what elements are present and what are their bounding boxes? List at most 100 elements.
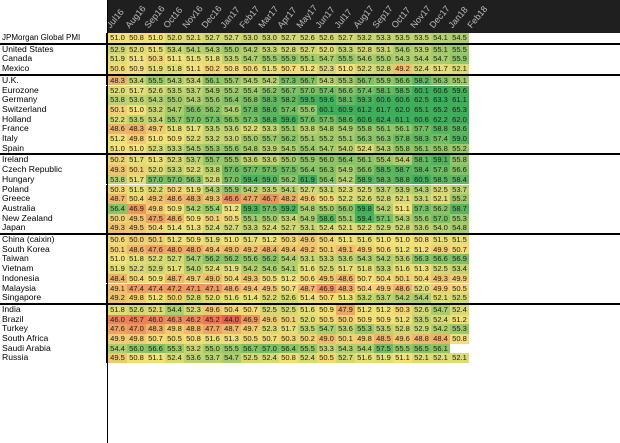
heatmap-cell: 51.1: [146, 353, 165, 364]
heatmap-cell: 50.5: [222, 213, 241, 224]
heatmap-cell: 58.5: [374, 165, 393, 175]
heatmap-cell: 60.6: [431, 85, 450, 96]
row-label: U.K.: [0, 75, 107, 86]
heatmap-cell: 55.5: [146, 75, 165, 86]
heatmap-cell: 53.1: [298, 254, 317, 265]
heatmap-cell: 52.9: [412, 324, 431, 334]
heatmap-cell: 48.6: [165, 194, 184, 204]
heatmap-cell: 49.2: [298, 244, 317, 255]
heatmap-cell: 52.0: [298, 314, 317, 325]
table-row: Canada 51.9 51.1 50.3 51.1 51.5 51.8 53.5 54.7 55…: [0, 54, 620, 65]
heatmap-cell: 54.7: [317, 143, 336, 154]
heatmap-cell: 57.5: [260, 203, 279, 214]
heatmap-cell: 51.0: [146, 33, 165, 43]
table-row: Russia 49.5 50.8 51.1 52.4 53.6 53.7 54.7 52.5 52…: [0, 353, 620, 364]
heatmap-cell: 57.5: [317, 114, 336, 125]
row-label: South Africa: [0, 334, 107, 344]
heatmap-cell: 51.2: [260, 235, 279, 245]
heatmap-cell: 52.7: [279, 33, 298, 43]
heatmap-cell: 48.7: [108, 194, 127, 204]
heatmap-cell: 50.6: [241, 64, 260, 74]
heatmap-cell: 50.9: [374, 314, 393, 325]
table-row: Ireland 50.2 51.7 51.3 52.3 53.7 55.7 55.5 53.6 5…: [0, 155, 620, 166]
heatmap-cell: 50.2: [165, 184, 184, 195]
heatmap-cell: 57.7: [241, 165, 260, 175]
row-label: Taiwan: [0, 254, 107, 265]
heatmap-cell: 52.8: [393, 324, 412, 334]
heatmap-cell: 52.3: [336, 184, 355, 195]
heatmap-cell: 53.5: [298, 324, 317, 334]
heatmap-cell: 48.4: [108, 273, 127, 284]
heatmap-cell: 56.2: [279, 174, 298, 185]
heatmap-cell: 54.4: [412, 54, 431, 65]
heatmap-cell: 50.8: [412, 235, 431, 245]
heatmap-cell: 50.7: [260, 334, 279, 344]
heatmap-cell: 52.2: [260, 293, 279, 303]
heatmap-cell: 53.5: [222, 54, 241, 65]
heatmap-cell: 53.3: [260, 44, 279, 55]
heatmap-cell: 48.3: [336, 283, 355, 294]
heatmap-cell: 52.7: [298, 184, 317, 195]
heatmap-cell: 56.3: [317, 165, 336, 175]
heatmap-cell: 52.2: [184, 165, 203, 175]
heatmap-cell: 57.5: [279, 165, 298, 175]
column-header-label: Jul16: [108, 7, 126, 31]
heatmap-cell: 48.4: [260, 244, 279, 255]
heatmap-cell: 58.2: [279, 95, 298, 105]
heatmap-cell: 52.2: [146, 254, 165, 265]
heatmap-cell: 50.4: [127, 273, 146, 284]
heatmap-cell: 50.9: [127, 64, 146, 74]
heatmap-cell: 57.5: [374, 343, 393, 354]
heatmap-cell: 54.4: [393, 155, 412, 166]
row-label: Hungary: [0, 174, 107, 185]
heatmap-cell: 50.5: [260, 273, 279, 284]
heatmap-cell: 54.8: [298, 203, 317, 214]
heatmap-cell: [469, 95, 488, 105]
heatmap-cell: 53.8: [108, 174, 127, 185]
row-label: Turkey: [0, 324, 107, 334]
heatmap-cell: 46.2: [184, 314, 203, 325]
heatmap-cell: 53.1: [317, 184, 336, 195]
heatmap-cell: 48.8: [184, 324, 203, 334]
heatmap-cell: 55.2: [450, 143, 469, 154]
heatmap-cell: [469, 213, 488, 224]
heatmap-cell: 53.6: [393, 254, 412, 265]
heatmap-cell: 51.9: [184, 184, 203, 195]
heatmap-cell: 52.1: [412, 353, 431, 364]
heatmap-cell: 50.9: [184, 235, 203, 245]
heatmap-cell: 58.2: [412, 75, 431, 86]
heatmap-cell: 48.3: [146, 324, 165, 334]
heatmap-cell: 54.3: [203, 44, 222, 55]
heatmap-cell: 48.3: [108, 75, 127, 86]
heatmap-cell: [469, 124, 488, 134]
heatmap-cell: 55.8: [393, 143, 412, 154]
heatmap-cell: 50.4: [355, 283, 374, 294]
heatmap-cell: 57.3: [241, 114, 260, 125]
heatmap-cell: 46.9: [127, 203, 146, 214]
heatmap-cell: 51.2: [374, 304, 393, 315]
heatmap-cell: 51.4: [241, 293, 260, 303]
heatmap-cell: 54.8: [241, 143, 260, 154]
heatmap-cell: 47.5: [146, 213, 165, 224]
heatmap-cell: 58.4: [450, 174, 469, 185]
heatmap-cell: 51.7: [241, 235, 260, 245]
heatmap-cell: 49.8: [127, 334, 146, 344]
heatmap-cell: 54.2: [374, 254, 393, 265]
table-row: Spain 51.0 51.0 52.3 53.3 54.5 55.3 55.6 54.8 53.…: [0, 143, 620, 154]
heatmap-cell: 54.8: [450, 223, 469, 233]
heatmap-cell: 47.7: [203, 324, 222, 334]
heatmap-cell: 50.5: [317, 194, 336, 204]
heatmap-cell: 54.7: [431, 54, 450, 65]
row-label: Russia: [0, 353, 107, 364]
heatmap-cell: 56.4: [222, 95, 241, 105]
heatmap-cell: 55.3: [450, 324, 469, 334]
heatmap-cell: 52.1: [450, 353, 469, 364]
heatmap-cell: 54.3: [393, 213, 412, 224]
heatmap-cell: 54.2: [393, 293, 412, 303]
heatmap-cell: 55.3: [336, 75, 355, 86]
heatmap-cell: 58.3: [412, 134, 431, 144]
heatmap-cell: 55.5: [222, 155, 241, 166]
heatmap-cell: 51.1: [393, 203, 412, 214]
heatmap-cell: 47.7: [241, 194, 260, 204]
heatmap-cell: 54.4: [412, 293, 431, 303]
